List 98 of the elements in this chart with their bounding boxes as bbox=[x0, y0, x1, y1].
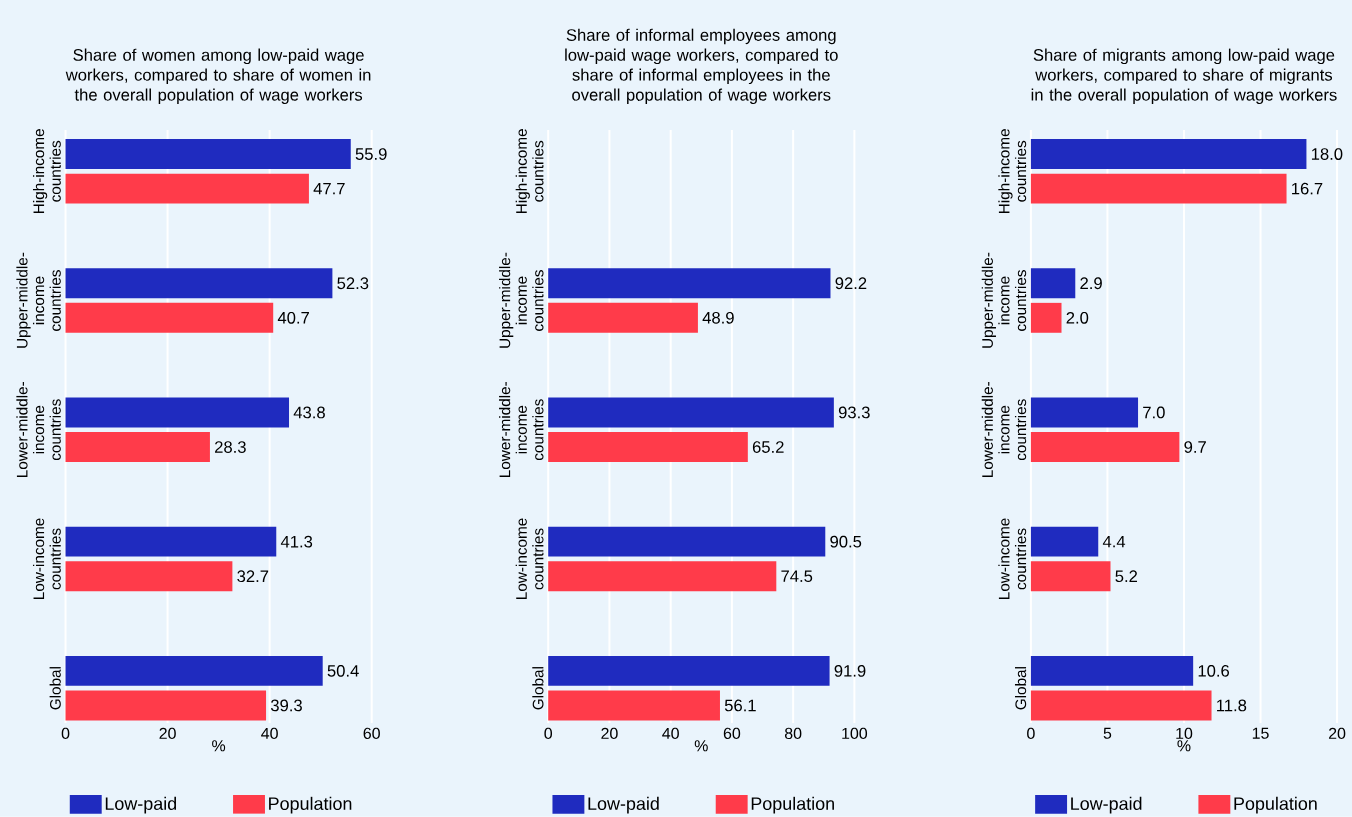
data-label: 39.3 bbox=[270, 699, 302, 712]
data-label: 55.9 bbox=[355, 148, 387, 161]
y-tick-label: High-income countries bbox=[998, 129, 1027, 214]
y-tick-label: Upper-middle-income countries bbox=[16, 252, 61, 348]
y-tick-label: Low-income countries bbox=[32, 518, 61, 600]
data-label: 5.2 bbox=[1115, 570, 1138, 583]
bar bbox=[548, 397, 834, 428]
chart-title: Share of women among low-paid wage workers, compared to share of women in the overall population of wage workers bbox=[65, 48, 371, 105]
bar bbox=[548, 268, 831, 299]
data-label: 2.9 bbox=[1080, 277, 1102, 290]
data-label: 90.5 bbox=[830, 535, 862, 548]
x-tick-label: 100 bbox=[842, 727, 868, 740]
bar bbox=[65, 302, 274, 333]
x-tick-label: 20 bbox=[601, 727, 618, 740]
bar bbox=[548, 656, 830, 686]
x-tick-label: 5 bbox=[1103, 727, 1112, 739]
data-label: 92.2 bbox=[835, 277, 867, 290]
x-axis-title: % bbox=[1177, 740, 1191, 752]
bar bbox=[548, 561, 777, 592]
data-label: 16.7 bbox=[1292, 182, 1323, 195]
x-axis-title: % bbox=[694, 740, 708, 752]
x-tick-label: 0 bbox=[544, 727, 553, 740]
y-tick-label: Lower-middle-income countries bbox=[16, 382, 61, 478]
bar bbox=[65, 268, 333, 299]
legend-label: Low-paid bbox=[588, 796, 659, 814]
data-label: 11.8 bbox=[1217, 699, 1247, 712]
data-label: 56.1 bbox=[724, 699, 756, 712]
bar bbox=[65, 656, 323, 686]
bar bbox=[65, 432, 210, 463]
x-tick-label: 15 bbox=[1252, 727, 1269, 739]
data-label: 47.7 bbox=[313, 183, 345, 195]
data-label: 48.9 bbox=[702, 312, 734, 324]
data-label: 4.4 bbox=[1102, 536, 1126, 548]
bar bbox=[1030, 690, 1212, 721]
bar bbox=[1030, 526, 1099, 557]
bar bbox=[1030, 173, 1287, 204]
chart-title: Share of migrants among low-paid wage workers, compared to share of migrants in the overall population of wage workers bbox=[1031, 48, 1337, 105]
bar bbox=[548, 432, 748, 463]
y-tick-label: Upper-middle-income countries bbox=[499, 252, 544, 348]
data-label: 32.7 bbox=[237, 570, 269, 583]
data-label: 50.4 bbox=[327, 665, 359, 677]
x-tick-label: 60 bbox=[363, 727, 380, 740]
data-label: 10.6 bbox=[1198, 665, 1230, 677]
data-label: 43.8 bbox=[293, 406, 325, 419]
data-label: 52.3 bbox=[337, 277, 369, 290]
bar bbox=[1030, 656, 1194, 686]
y-tick-label: Low-income countries bbox=[515, 518, 544, 600]
x-axis-title: % bbox=[212, 740, 226, 752]
x-tick-label: 40 bbox=[261, 727, 278, 740]
x-tick-label: 0 bbox=[1027, 727, 1035, 740]
data-label: 28.3 bbox=[215, 441, 246, 454]
y-tick-label: Low-income countries bbox=[998, 518, 1027, 600]
data-label: 93.3 bbox=[838, 406, 870, 419]
data-label: 9.7 bbox=[1184, 441, 1206, 454]
legend-label: Low-paid bbox=[1071, 796, 1142, 814]
bar bbox=[1030, 397, 1139, 428]
bar bbox=[65, 526, 277, 557]
bar bbox=[65, 561, 233, 592]
bar bbox=[1030, 139, 1307, 170]
legend-label: Population bbox=[269, 796, 352, 814]
bar bbox=[65, 139, 351, 170]
bar bbox=[548, 690, 720, 721]
data-label: 2.0 bbox=[1066, 312, 1089, 324]
data-label: 7.0 bbox=[1143, 406, 1165, 419]
bar bbox=[65, 690, 267, 721]
legend-label: Population bbox=[1234, 796, 1317, 814]
bar bbox=[65, 397, 290, 428]
y-tick-label: High-income countries bbox=[515, 129, 544, 214]
x-tick-label: 80 bbox=[784, 727, 802, 740]
y-tick-label: Global bbox=[1014, 667, 1027, 710]
bar bbox=[1030, 268, 1076, 299]
bar bbox=[548, 302, 698, 333]
bar bbox=[1030, 561, 1111, 592]
y-tick-label: High-income countries bbox=[32, 129, 61, 214]
legend-label: Population bbox=[751, 796, 834, 814]
x-tick-label: 10 bbox=[1176, 727, 1193, 740]
bar bbox=[548, 526, 826, 557]
x-tick-label: 20 bbox=[159, 727, 176, 740]
y-tick-label: Lower-middle-income countries bbox=[499, 382, 544, 478]
y-tick-label: Upper-middle-income countries bbox=[981, 252, 1027, 348]
bar bbox=[65, 173, 309, 204]
data-label: 91.9 bbox=[834, 665, 866, 677]
chart-title: Share of informal employees among low-paid wage workers, compared to share of informal employees in the overall population of wage workers bbox=[565, 28, 838, 105]
data-label: 18.0 bbox=[1311, 148, 1343, 161]
y-tick-label: Global bbox=[532, 667, 544, 710]
x-tick-label: 40 bbox=[662, 727, 679, 740]
y-tick-label: Global bbox=[49, 667, 61, 710]
bar bbox=[1030, 302, 1062, 333]
x-tick-label: 0 bbox=[61, 727, 70, 740]
y-tick-label: Lower-middle-income countries bbox=[981, 382, 1027, 478]
x-tick-label: 20 bbox=[1328, 727, 1346, 740]
data-label: 41.3 bbox=[280, 535, 313, 548]
data-label: 65.2 bbox=[752, 441, 784, 454]
legend-label: Low-paid bbox=[105, 796, 177, 814]
data-label: 74.5 bbox=[781, 570, 813, 583]
bar bbox=[1030, 432, 1180, 463]
x-tick-label: 60 bbox=[723, 727, 741, 740]
data-label: 40.7 bbox=[277, 312, 309, 324]
